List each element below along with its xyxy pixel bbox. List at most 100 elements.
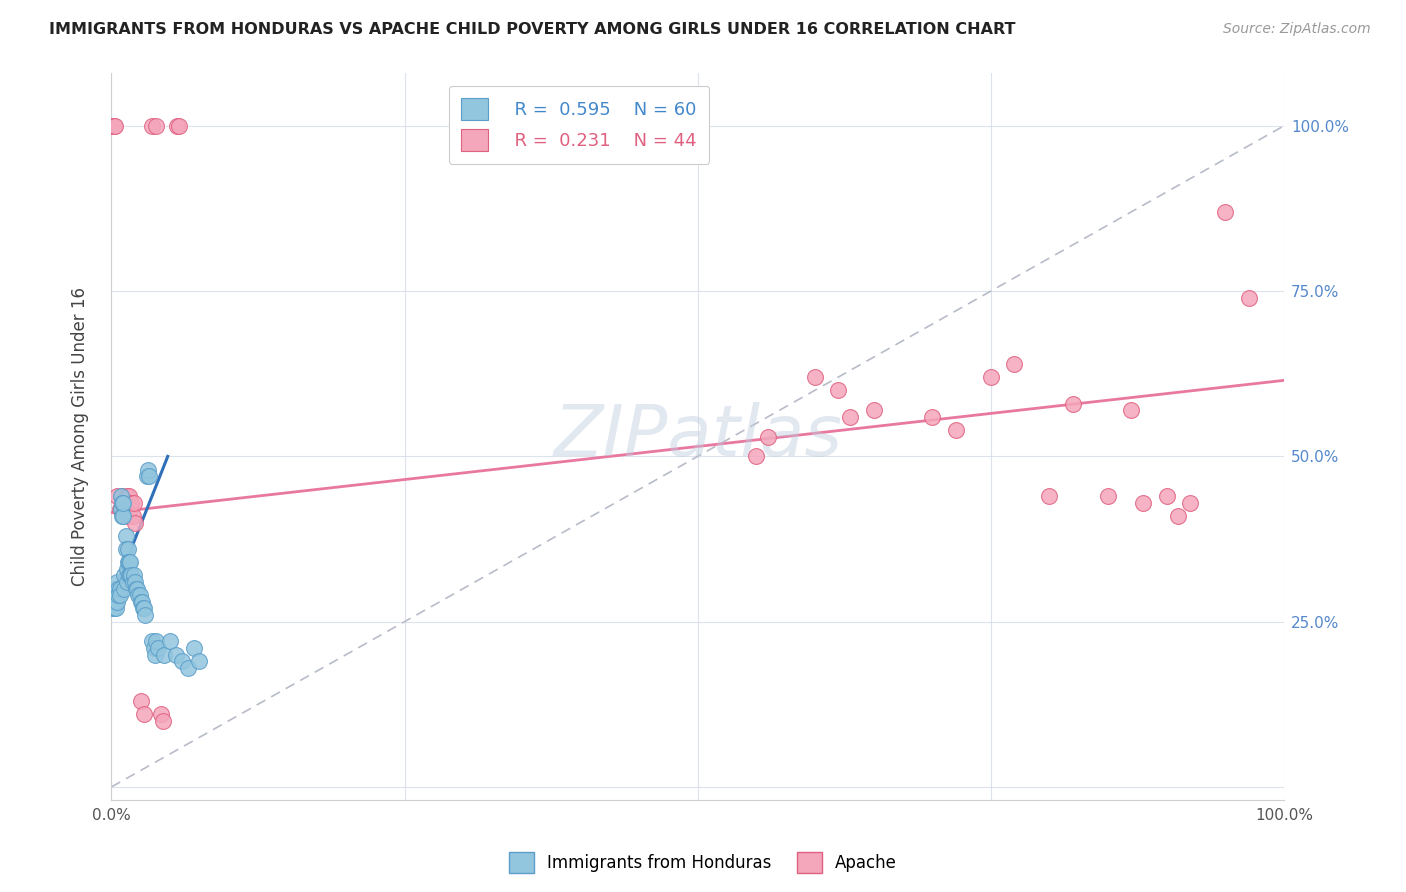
- Point: [128, 588, 150, 602]
- Point: [104, 582, 127, 596]
- Point: [141, 119, 163, 133]
- Point: [135, 469, 157, 483]
- Point: [1167, 508, 1189, 523]
- Y-axis label: Child Poverty Among Girls Under 16: Child Poverty Among Girls Under 16: [72, 287, 89, 586]
- Point: [112, 508, 135, 523]
- Point: [117, 555, 139, 569]
- Point: [117, 508, 139, 523]
- Point: [188, 654, 211, 668]
- Point: [114, 529, 136, 543]
- Point: [108, 582, 131, 596]
- Point: [121, 508, 143, 523]
- Point: [105, 574, 128, 589]
- Point: [134, 707, 156, 722]
- Point: [112, 496, 135, 510]
- Point: [107, 588, 129, 602]
- Point: [110, 502, 132, 516]
- Point: [166, 119, 188, 133]
- Point: [131, 595, 153, 609]
- Point: [165, 648, 187, 662]
- Point: [120, 496, 142, 510]
- Point: [105, 601, 128, 615]
- Point: [159, 634, 181, 648]
- Point: [980, 370, 1002, 384]
- Point: [108, 588, 131, 602]
- Point: [111, 489, 134, 503]
- Point: [103, 119, 125, 133]
- Point: [1213, 204, 1236, 219]
- Point: [745, 450, 768, 464]
- Point: [112, 568, 135, 582]
- Legend:   R =  0.595    N = 60,   R =  0.231    N = 44: R = 0.595 N = 60, R = 0.231 N = 44: [449, 86, 709, 164]
- Point: [169, 119, 191, 133]
- Point: [129, 595, 152, 609]
- Point: [125, 582, 148, 596]
- Point: [839, 409, 862, 424]
- Point: [149, 707, 172, 722]
- Point: [862, 403, 884, 417]
- Point: [129, 694, 152, 708]
- Point: [134, 601, 156, 615]
- Point: [120, 555, 142, 569]
- Point: [122, 568, 145, 582]
- Point: [142, 641, 165, 656]
- Point: [124, 574, 146, 589]
- Point: [136, 462, 159, 476]
- Text: IMMIGRANTS FROM HONDURAS VS APACHE CHILD POVERTY AMONG GIRLS UNDER 16 CORRELATIO: IMMIGRANTS FROM HONDURAS VS APACHE CHILD…: [49, 22, 1015, 37]
- Point: [103, 601, 125, 615]
- Point: [124, 516, 146, 530]
- Point: [1121, 403, 1143, 417]
- Point: [100, 119, 122, 133]
- Point: [111, 496, 134, 510]
- Point: [120, 502, 142, 516]
- Point: [117, 541, 139, 556]
- Point: [104, 119, 127, 133]
- Point: [105, 595, 128, 609]
- Point: [143, 648, 166, 662]
- Point: [121, 574, 143, 589]
- Text: Source: ZipAtlas.com: Source: ZipAtlas.com: [1223, 22, 1371, 37]
- Point: [115, 574, 138, 589]
- Point: [122, 496, 145, 510]
- Point: [1237, 291, 1260, 305]
- Point: [1097, 489, 1119, 503]
- Point: [141, 634, 163, 648]
- Point: [921, 409, 943, 424]
- Point: [127, 588, 149, 602]
- Point: [183, 641, 205, 656]
- Point: [108, 502, 131, 516]
- Point: [152, 714, 174, 728]
- Point: [1156, 489, 1178, 503]
- Point: [107, 582, 129, 596]
- Point: [127, 582, 149, 596]
- Point: [145, 119, 167, 133]
- Point: [120, 568, 142, 582]
- Point: [756, 429, 779, 443]
- Point: [827, 384, 849, 398]
- Point: [104, 595, 127, 609]
- Point: [103, 588, 125, 602]
- Point: [115, 489, 138, 503]
- Point: [804, 370, 827, 384]
- Point: [1062, 396, 1084, 410]
- Point: [1132, 496, 1154, 510]
- Point: [111, 508, 134, 523]
- Point: [170, 654, 193, 668]
- Point: [118, 555, 141, 569]
- Point: [114, 502, 136, 516]
- Point: [118, 568, 141, 582]
- Point: [138, 469, 160, 483]
- Point: [153, 648, 176, 662]
- Point: [101, 601, 124, 615]
- Point: [176, 661, 198, 675]
- Point: [132, 601, 155, 615]
- Legend: Immigrants from Honduras, Apache: Immigrants from Honduras, Apache: [502, 846, 904, 880]
- Point: [945, 423, 967, 437]
- Point: [134, 608, 156, 623]
- Point: [101, 595, 124, 609]
- Point: [145, 634, 167, 648]
- Text: ZIPatlas: ZIPatlas: [553, 402, 842, 471]
- Point: [1002, 357, 1025, 371]
- Point: [105, 588, 128, 602]
- Point: [105, 489, 128, 503]
